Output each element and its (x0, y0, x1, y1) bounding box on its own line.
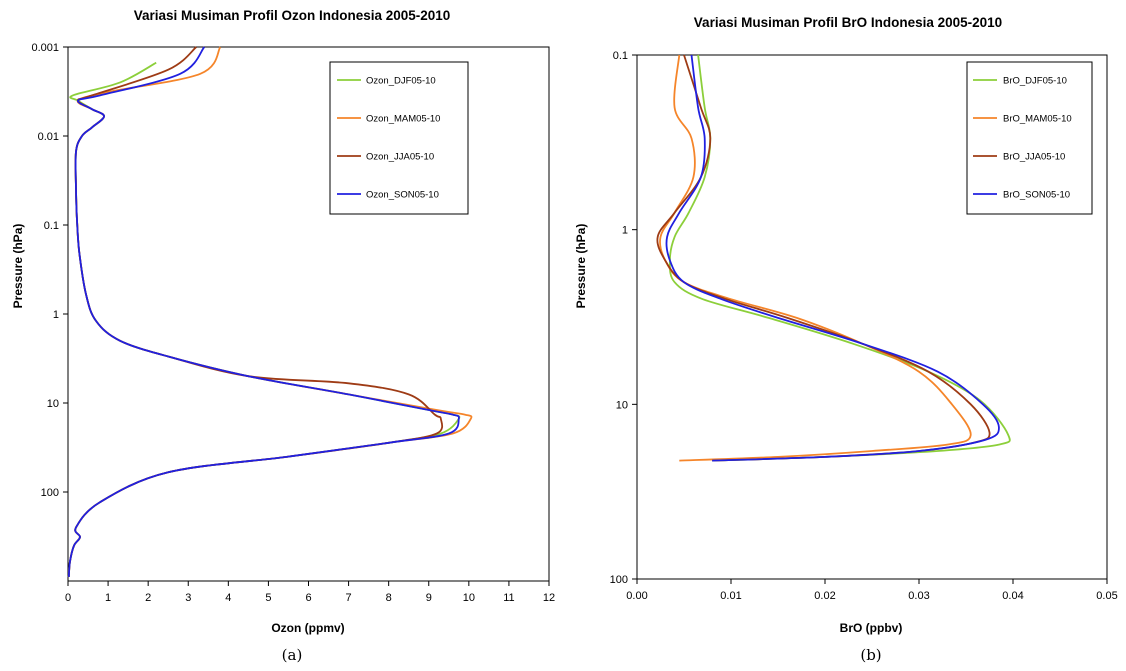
series-line (659, 54, 972, 462)
y-tick-label: 0.01 (38, 131, 59, 143)
y-tick-label: 10 (47, 398, 59, 410)
legend-label: BrO_JJA05-10 (1003, 152, 1065, 163)
series-group (656, 54, 1011, 462)
y-axis-ticks: 0.001 0.01 0.1 1 10 100 (31, 42, 68, 499)
y-axis-label: Pressure (hPa) (574, 224, 588, 309)
x-tick-label: 5 (265, 592, 271, 604)
x-tick-label: 4 (225, 592, 231, 604)
legend-label: Ozon_JJA05-10 (366, 152, 434, 163)
y-axis-label: Pressure (hPa) (11, 224, 25, 309)
panel-label: (b) (860, 646, 881, 664)
x-tick-label: 3 (185, 592, 191, 604)
plot-area-frame (67, 46, 550, 582)
legend: Ozon_DJF05-10 Ozon_MAM05-10 Ozon_JJA05-10 O… (329, 61, 469, 215)
y-tick-label: 100 (41, 487, 59, 499)
legend-label: BrO_DJF05-10 (1003, 76, 1067, 87)
x-tick-label: 0.01 (720, 590, 741, 602)
series-line (668, 54, 1011, 462)
legend-label: Ozon_SON05-10 (366, 190, 439, 201)
y-axis-ticks: 0.1 1 10 100 (610, 50, 637, 586)
x-tick-label: 0.00 (626, 590, 647, 602)
x-tick-label: 6 (305, 592, 311, 604)
legend-box (329, 61, 469, 215)
chart-title: Variasi Musiman Profil Ozon Indonesia 20… (134, 8, 451, 23)
y-tick-label: 100 (610, 574, 628, 586)
y-tick-label: 0.001 (31, 42, 59, 54)
x-tick-label: 0 (65, 592, 71, 604)
x-tick-label: 12 (543, 592, 555, 604)
series-line (67, 46, 460, 577)
y-tick-label: 1 (53, 309, 59, 321)
x-axis-label: BrO (ppbv) (840, 621, 903, 635)
legend-box (966, 61, 1093, 215)
y-tick-label: 10 (616, 399, 628, 411)
legend-label: BrO_SON05-10 (1003, 190, 1070, 201)
x-tick-label: 1 (105, 592, 111, 604)
x-tick-label: 8 (386, 592, 392, 604)
x-tick-label: 0.03 (908, 590, 929, 602)
y-tick-label: 0.1 (613, 50, 628, 62)
chart-title: Variasi Musiman Profil BrO Indonesia 200… (694, 15, 1002, 30)
legend: BrO_DJF05-10 BrO_MAM05-10 BrO_JJA05-10 BrO_… (966, 61, 1093, 215)
x-tick-label: 0.05 (1096, 590, 1117, 602)
series-line (656, 54, 991, 462)
x-axis-label: Ozon (ppmv) (271, 621, 344, 635)
x-tick-label: 11 (503, 592, 514, 604)
ozone-chart: Variasi Musiman Profil Ozon Indonesia 20… (11, 8, 555, 664)
legend-label: BrO_MAM05-10 (1003, 114, 1072, 125)
series-group (67, 46, 473, 577)
x-tick-label: 10 (463, 592, 475, 604)
legend-label: Ozon_MAM05-10 (366, 114, 440, 125)
x-tick-label: 7 (346, 592, 352, 604)
x-tick-label: 2 (145, 592, 151, 604)
series-line (665, 54, 1000, 462)
x-axis-ticks: 0.00 0.01 0.02 0.03 0.04 0.05 (626, 579, 1118, 602)
bro-chart: Variasi Musiman Profil BrO Indonesia 200… (574, 15, 1118, 664)
x-tick-label: 9 (426, 592, 432, 604)
x-tick-label: 0.04 (1002, 590, 1023, 602)
plot-area-frame (636, 54, 1108, 580)
y-tick-label: 0.1 (44, 220, 59, 232)
x-tick-label: 0.02 (814, 590, 835, 602)
panel-label: (a) (282, 646, 303, 664)
legend-label: Ozon_DJF05-10 (366, 76, 436, 87)
y-tick-label: 1 (622, 225, 628, 237)
x-axis-ticks: 0 1 2 3 4 5 6 7 8 9 10 11 12 (65, 581, 555, 604)
